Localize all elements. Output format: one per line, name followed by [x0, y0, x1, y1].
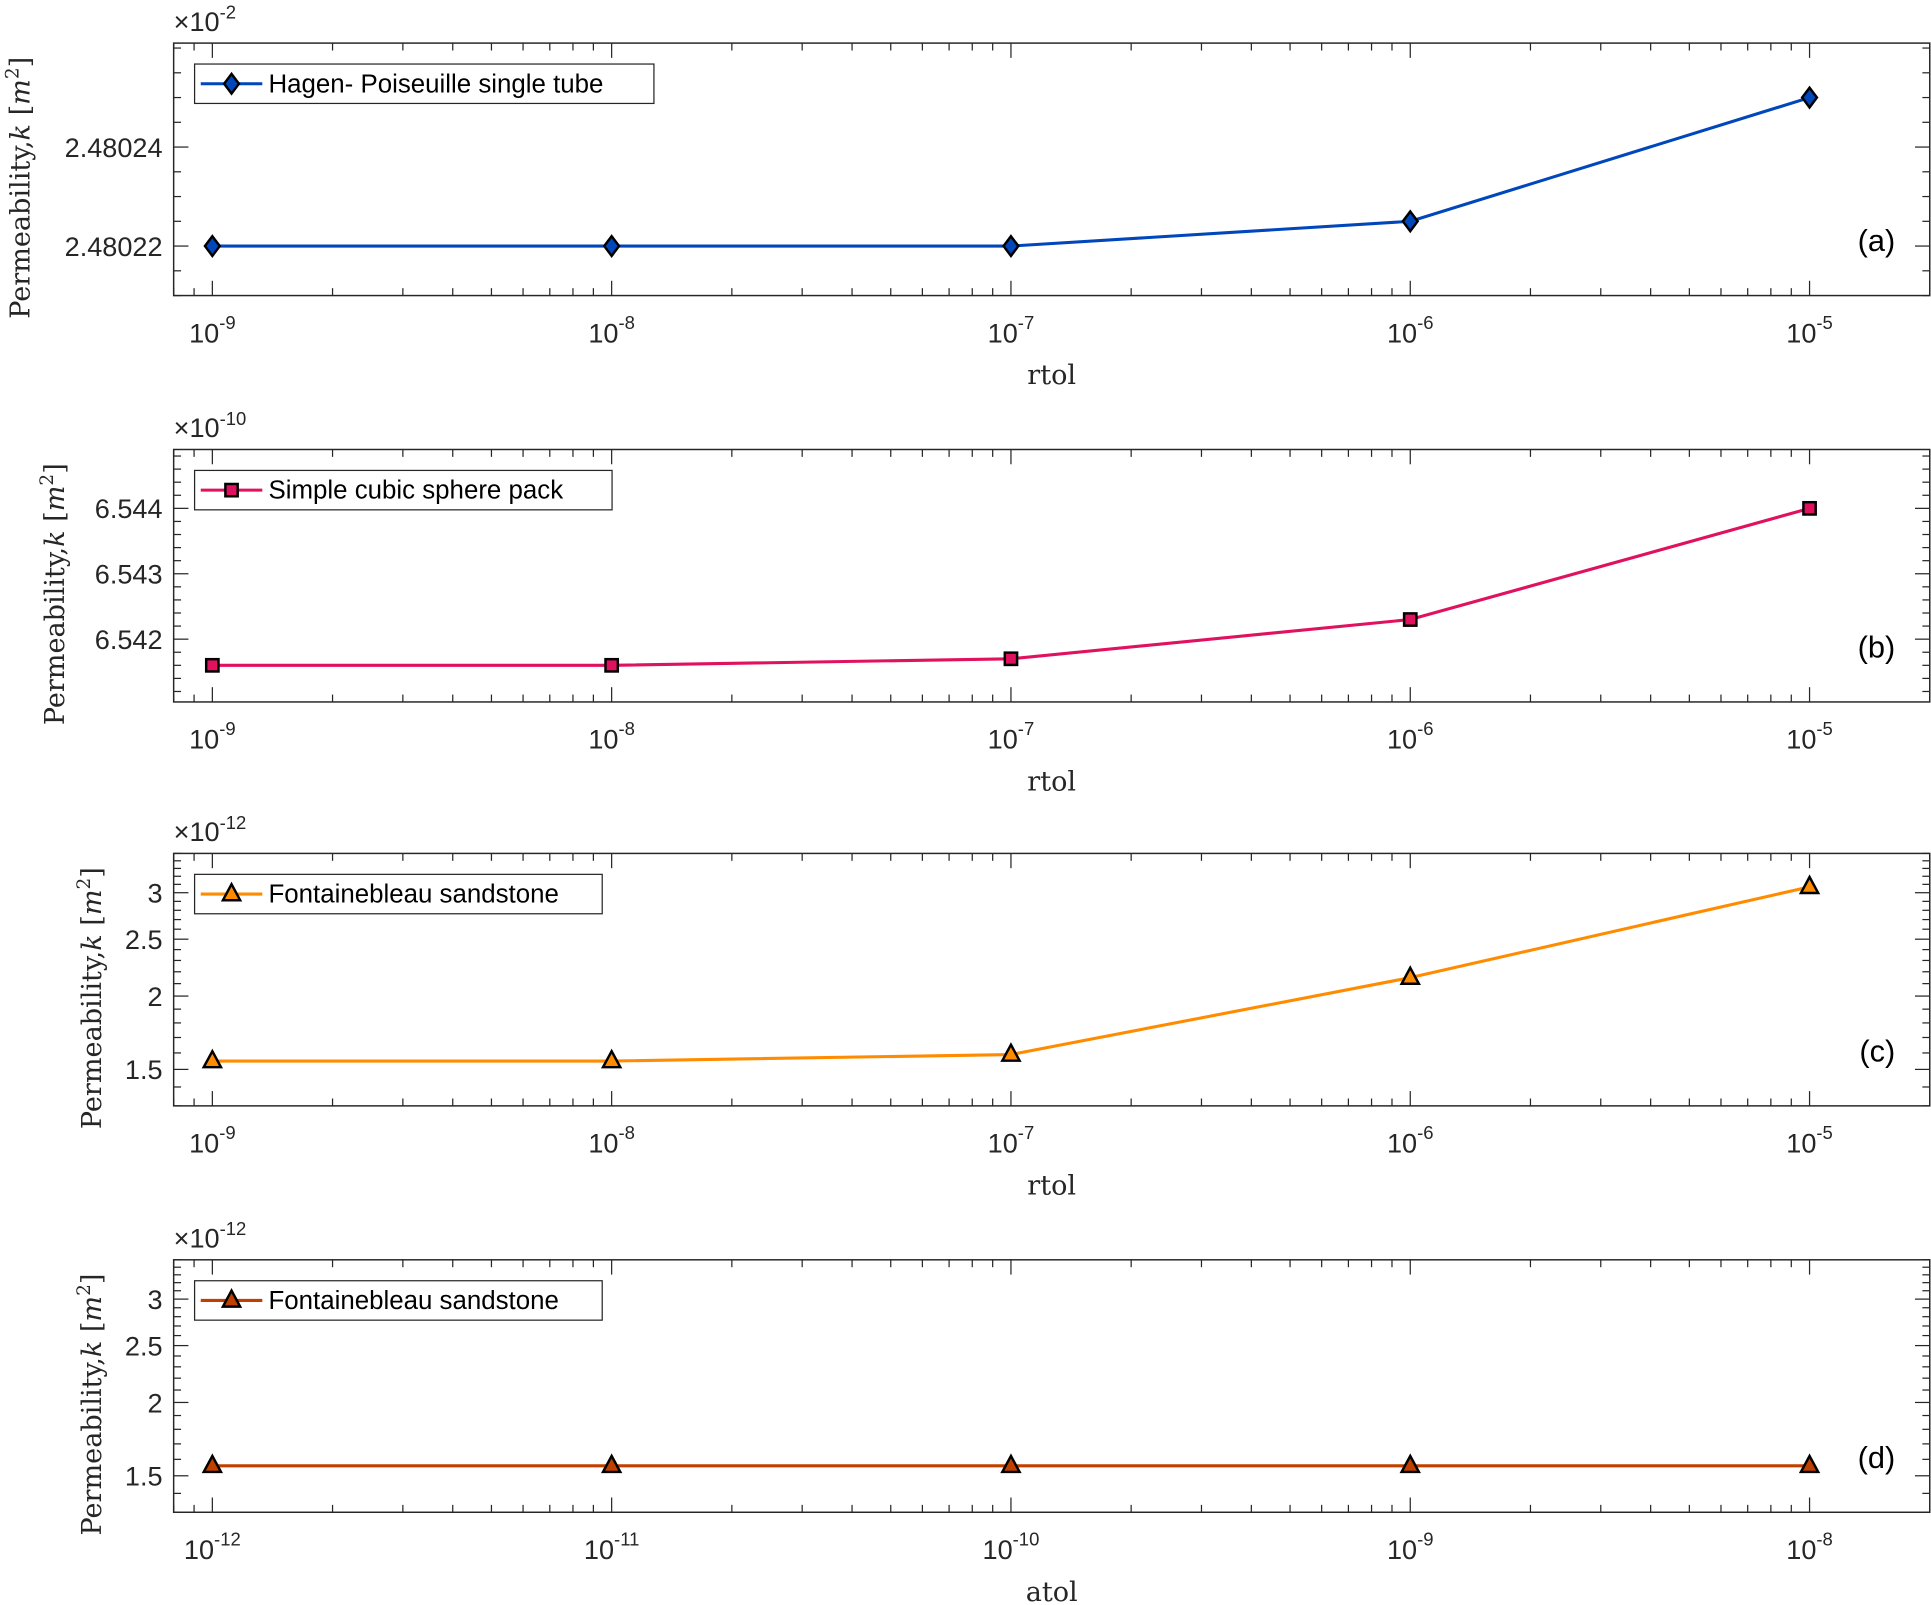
legend-box — [193, 1280, 603, 1321]
data-point-triangle — [1798, 1453, 1821, 1474]
data-point-square — [604, 657, 620, 673]
x-tick-label: 10-7 — [988, 718, 1035, 755]
x-tick-label: 10-5 — [1786, 1122, 1833, 1159]
y-tick-label: 6.544 — [95, 493, 163, 524]
data-point-triangle — [1399, 1453, 1421, 1474]
x-tick-label: 10-7 — [988, 1122, 1035, 1159]
legend: Hagen- Poiseuille single tube — [193, 63, 655, 105]
legend-box — [193, 469, 613, 511]
data-point-square — [1003, 651, 1019, 667]
data-point-triangle — [1000, 1453, 1022, 1474]
x-tick-label: 10-8 — [588, 312, 635, 349]
data-point-triangle — [600, 1453, 623, 1474]
data-point-diamond — [602, 234, 621, 258]
legend: Simple cubic sphere pack — [193, 469, 613, 511]
data-point-triangle — [1000, 1042, 1022, 1062]
panel-label: (a) — [1858, 223, 1896, 258]
data-point-triangle — [1798, 874, 1821, 895]
x-tick-label: 10-9 — [189, 1122, 236, 1159]
y-tick-label: 3 — [148, 878, 163, 909]
panel-b: 10-9 10-8 10-7 10-6 10-5 6.542 6.543 6.544 ×10-1… — [37, 408, 1931, 798]
x-tick-label: 10-5 — [1786, 718, 1833, 755]
x-tick-label: 10-9 — [1387, 1529, 1434, 1566]
panel-label: (d) — [1858, 1440, 1896, 1475]
x-tick-label: 10-8 — [588, 1122, 635, 1159]
x-tick-label: 10-8 — [588, 718, 635, 755]
y-axis-label: Permeability,k [m2] — [2, 57, 36, 319]
x-tick-label: 10-6 — [1387, 718, 1434, 755]
data-point-diamond — [203, 234, 222, 258]
x-tick-label: 10-10 — [983, 1529, 1040, 1566]
data-point-triangle — [220, 881, 243, 902]
x-axis-label: rtol — [1027, 1171, 1076, 1202]
panel-d: 10-12 10-11 10-10 10-9 10-8 1.5 2 2.5 3 ×10-12 ato… — [74, 1218, 1931, 1605]
x-tick-label: 10-7 — [988, 312, 1035, 349]
data-point-triangle — [1399, 965, 1421, 986]
data-point-square — [1802, 500, 1817, 516]
x-tick-label: 10-6 — [1387, 1122, 1434, 1159]
data-point-diamond — [1401, 209, 1420, 234]
y-tick-label: 2 — [148, 1387, 163, 1418]
y-tick-label: 1.5 — [125, 1461, 163, 1492]
y-multiplier-label: ×10-12 — [174, 812, 247, 847]
y-tick-label: 2.5 — [125, 924, 163, 955]
legend: Fontainebleau sandstone — [193, 1280, 603, 1321]
panel-label: (b) — [1858, 630, 1896, 665]
panel-c: 10-9 10-8 10-7 10-6 10-5 1.5 2 2.5 3 ×10-12 rtol Pe… — [74, 812, 1931, 1202]
y-axis-label: Permeability,k [m2] — [74, 1274, 108, 1536]
legend-box — [193, 63, 655, 105]
data-point-square — [224, 482, 239, 498]
y-tick-label: 1.5 — [125, 1054, 163, 1085]
data-point-diamond — [1800, 85, 1819, 110]
y-axis-label: Permeability,k [m2] — [74, 867, 108, 1129]
y-tick-label: 2.48024 — [65, 132, 163, 163]
data-point-triangle — [201, 1453, 224, 1474]
y-tick-label: 3 — [148, 1284, 163, 1315]
y-axis-label: Permeability,k [m2] — [37, 463, 71, 725]
data-point-triangle — [220, 1288, 243, 1308]
data-point-triangle — [201, 1048, 224, 1069]
legend-label: Simple cubic sphere pack — [268, 477, 563, 505]
y-multiplier-label: ×10-2 — [174, 1, 236, 36]
y-tick-label: 2 — [148, 981, 163, 1012]
x-tick-label: 10-9 — [189, 312, 236, 349]
legend: Fontainebleau sandstone — [193, 873, 603, 915]
legend-label: Hagen- Poiseuille single tube — [268, 70, 603, 98]
data-point-square — [1402, 612, 1418, 627]
x-tick-label: 10-8 — [1786, 1529, 1833, 1566]
x-axis-label: rtol — [1027, 360, 1076, 391]
y-tick-label: 6.542 — [95, 624, 163, 655]
x-tick-label: 10-6 — [1387, 312, 1434, 349]
y-tick-label: 6.543 — [95, 559, 163, 590]
panel-label: (c) — [1859, 1034, 1895, 1069]
legend-box — [193, 873, 603, 915]
x-tick-label: 10-11 — [584, 1529, 639, 1566]
y-tick-label: 2.5 — [125, 1330, 163, 1361]
legend-label: Fontainebleau sandstone — [268, 881, 558, 909]
x-axis-label: atol — [1026, 1577, 1078, 1605]
data-point-diamond — [1002, 234, 1020, 258]
panel-a: 10-9 10-8 10-7 10-6 10-5 2.48022 2.48024 ×10-2 r… — [2, 1, 1931, 391]
y-multiplier-label: ×10-12 — [174, 1218, 247, 1253]
data-point-square — [204, 657, 220, 673]
data-point-diamond — [222, 71, 241, 96]
y-tick-label: 2.48022 — [65, 231, 163, 262]
x-tick-label: 10-5 — [1786, 312, 1833, 349]
legend-label: Fontainebleau sandstone — [268, 1287, 558, 1315]
x-tick-label: 10-12 — [184, 1529, 241, 1566]
x-tick-label: 10-9 — [189, 718, 236, 755]
data-point-triangle — [600, 1048, 623, 1069]
x-axis-label: rtol — [1027, 767, 1076, 798]
y-multiplier-label: ×10-10 — [174, 408, 247, 443]
